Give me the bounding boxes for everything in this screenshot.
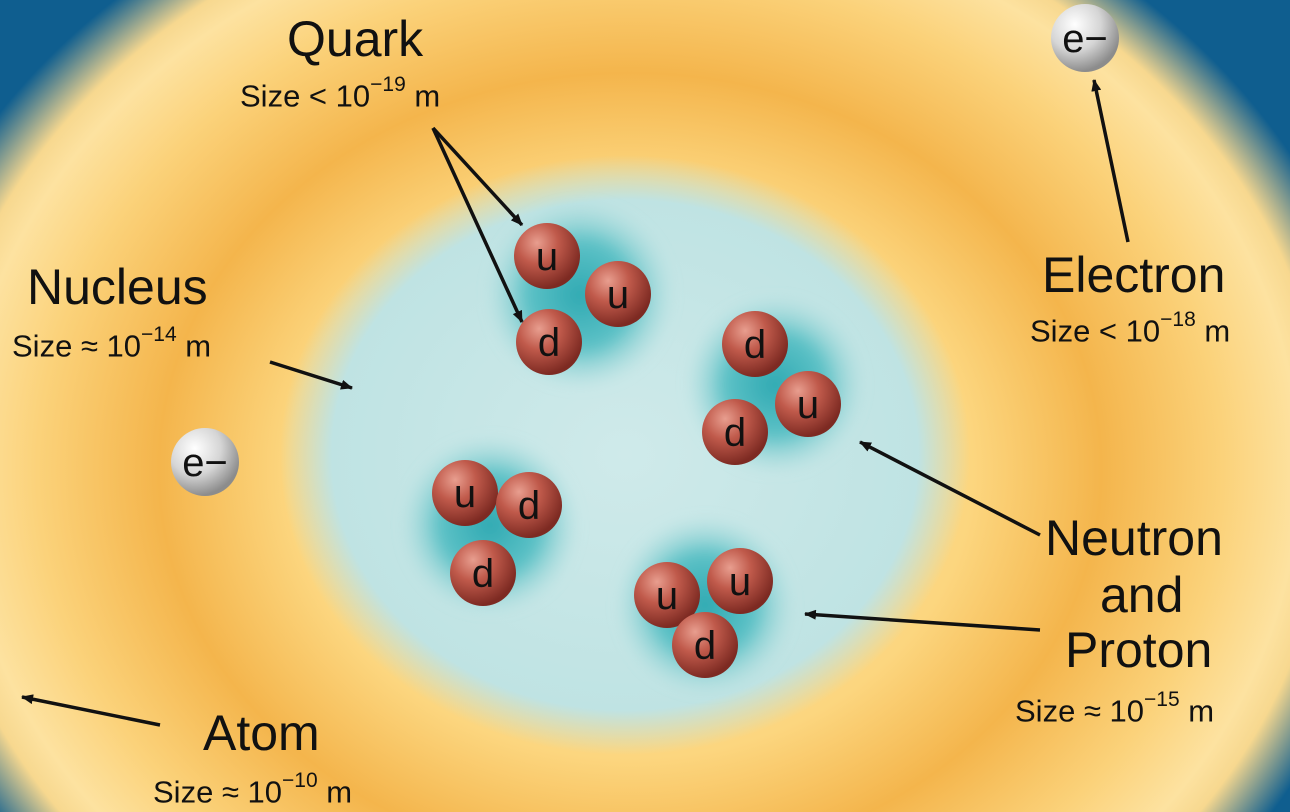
nucleon-size-exponent: −15 xyxy=(1144,688,1180,711)
quark-label: d xyxy=(744,323,766,367)
nucleus-size-exponent: −14 xyxy=(141,323,177,346)
nucleus-size: Size ≈ 10−14 m xyxy=(12,324,212,364)
quark-label: d xyxy=(538,321,560,365)
quark-label: d xyxy=(694,624,716,668)
quark-arrow xyxy=(431,127,524,323)
quark-label: d xyxy=(724,411,746,455)
electron-symbol: e− xyxy=(1062,17,1108,61)
electron-particle: e− xyxy=(1051,4,1119,72)
quarks: u u d d u d u d d u u d xyxy=(432,223,841,678)
nucleon-title-line3: Proton xyxy=(1065,622,1213,678)
electron-size-unit: m xyxy=(1195,313,1231,349)
quark-particle: u xyxy=(775,371,841,437)
quark-particle: d xyxy=(516,309,582,375)
atom-size-prefix: Size ≈ 10 xyxy=(153,774,283,810)
quark-label: u xyxy=(656,574,678,618)
electron-size-exponent: −18 xyxy=(1160,308,1196,331)
nucleus-title: Nucleus xyxy=(27,259,208,315)
quark-particle: d xyxy=(702,399,768,465)
quark-size-unit: m xyxy=(405,78,441,114)
nucleon-arrow xyxy=(859,440,1041,537)
atom-size-unit: m xyxy=(317,774,353,810)
atom-size: Size ≈ 10−10 m xyxy=(153,770,353,810)
quark-particle: u xyxy=(585,261,651,327)
nucleon-arrow xyxy=(804,609,1041,632)
quark-size-prefix: Size < 10 xyxy=(240,78,371,114)
quark-size-exponent: −19 xyxy=(370,73,406,96)
nucleon-size-prefix: Size ≈ 10 xyxy=(1015,693,1145,729)
nucleus-size-prefix: Size ≈ 10 xyxy=(12,328,142,364)
electron-symbol: e− xyxy=(182,441,228,485)
nucleon-size-unit: m xyxy=(1179,693,1215,729)
quark-arrow xyxy=(431,126,524,227)
quark-label: d xyxy=(472,552,494,596)
nucleon-size: Size ≈ 10−15 m xyxy=(1015,689,1215,729)
quark-label: u xyxy=(729,560,751,604)
nucleon-title-line1: Neutron xyxy=(1045,510,1223,566)
quark-label: u xyxy=(607,273,629,317)
quark-size: Size < 10−19 m xyxy=(240,74,441,114)
nucleus-size-unit: m xyxy=(176,328,212,364)
electron-particle: e− xyxy=(171,428,239,496)
nucleus-arrow xyxy=(269,360,353,390)
quark-particle: u xyxy=(514,223,580,289)
quark-label: u xyxy=(454,472,476,516)
electron-size-prefix: Size < 10 xyxy=(1030,313,1161,349)
quark-label: u xyxy=(797,383,819,427)
quark-title: Quark xyxy=(287,11,424,67)
atom-size-exponent: −10 xyxy=(282,769,318,792)
electron-arrow xyxy=(1091,79,1130,243)
arrows xyxy=(21,79,1130,727)
quark-particle: u xyxy=(634,562,700,628)
quark-particle: u xyxy=(707,548,773,614)
quark-particle: d xyxy=(450,540,516,606)
nucleon-title-line2: and xyxy=(1100,567,1184,623)
atom-title: Atom xyxy=(203,705,320,761)
atom-arrow xyxy=(21,694,161,727)
quark-particle: d xyxy=(672,612,738,678)
quark-particle: d xyxy=(496,472,562,538)
quark-particle: d xyxy=(722,311,788,377)
electron-size: Size < 10−18 m xyxy=(1030,309,1231,349)
quark-label: u xyxy=(536,235,558,279)
quark-particle: u xyxy=(432,460,498,526)
quark-label: d xyxy=(518,484,540,528)
electron-title: Electron xyxy=(1042,247,1226,303)
